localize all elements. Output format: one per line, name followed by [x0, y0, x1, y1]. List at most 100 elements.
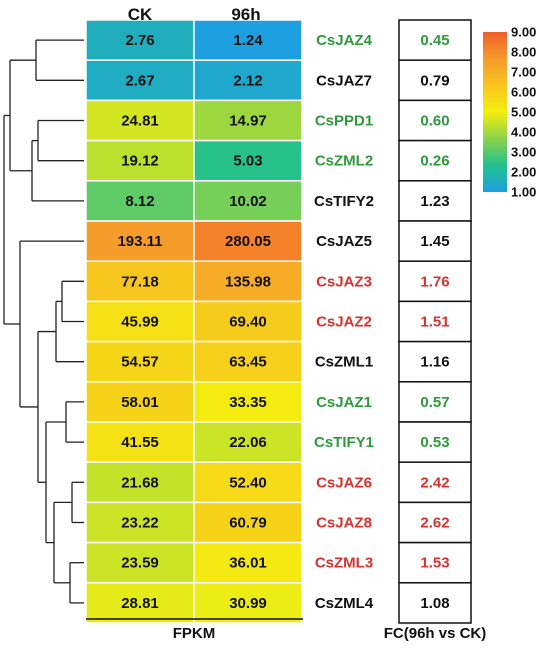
- gene-label: CsJAZ3: [316, 273, 372, 290]
- cell-value: 135.98: [225, 273, 271, 290]
- fold-change-value: 1.45: [420, 233, 449, 250]
- fold-change-cell: [398, 582, 472, 624]
- heatmap-cell: [85, 421, 195, 463]
- gene-label: CsZML1: [315, 354, 373, 371]
- cell-value: 1.24: [233, 32, 263, 49]
- cell-value: 2.12: [233, 72, 262, 89]
- cell-value: 45.99: [121, 314, 159, 331]
- cell-value: 23.59: [121, 555, 159, 572]
- heatmap-cell: [85, 139, 195, 182]
- heatmap-cell: [85, 260, 195, 303]
- heatmap-cell: [85, 180, 195, 222]
- cell-value: 30.99: [229, 595, 267, 612]
- gene-label: CsJAZ5: [316, 233, 372, 250]
- heatmap-cell: [193, 381, 303, 423]
- fold-change-cell: [398, 300, 472, 343]
- color-scale-tick-label: 4.00: [511, 125, 536, 140]
- cell-value: 8.12: [125, 193, 154, 210]
- heatmap-cell: [193, 582, 303, 624]
- heatmap-cells: 2.76 1.24 2.67 2.12 24.81 14.97 19.12 5.03 8.12 1…: [85, 19, 303, 624]
- heatmap-cell: [85, 340, 195, 383]
- heatmap-cell: [193, 139, 303, 182]
- cell-value: 24.81: [121, 113, 159, 130]
- heatmap-cell: [85, 300, 195, 343]
- gene-label: CsTIFY2: [314, 193, 374, 210]
- cell-value: 58.01: [121, 394, 159, 411]
- fold-change-value: 1.16: [420, 354, 449, 371]
- color-scale-tick-label: 8.00: [511, 45, 536, 60]
- heatmap-cell: [193, 59, 303, 102]
- cell-value: 54.57: [121, 354, 159, 371]
- fold-change-value: 0.53: [420, 434, 449, 451]
- gene-label: CsZML3: [315, 555, 373, 572]
- gene-label: CsZML4: [315, 595, 374, 612]
- color-scale-tick-label: 2.00: [511, 165, 536, 180]
- fold-change-value: 1.53: [420, 555, 449, 572]
- fold-change-cell: [398, 220, 472, 262]
- gene-label: CsTIFY1: [314, 434, 374, 451]
- cell-value: 10.02: [229, 193, 267, 210]
- cell-value: 19.12: [121, 153, 159, 170]
- heatmap-cell: [193, 300, 303, 343]
- cell-value: 60.79: [229, 515, 267, 532]
- fold-change-column: 0.45 0.79 0.60 0.26 1.23 1.45 1.76 1.51 1.16 0.57…: [398, 19, 472, 624]
- gene-label: CsPPD1: [315, 113, 373, 130]
- cell-value: 36.01: [229, 555, 267, 572]
- gene-label: CsJAZ2: [316, 314, 372, 331]
- cell-value: 2.76: [125, 32, 154, 49]
- gene-labels: CsJAZ4 CsJAZ7 CsPPD1 CsZML2 CsTIFY2 CsJAZ5 CsJ…: [314, 32, 374, 612]
- color-scale-tick-label: 1.00: [511, 185, 536, 200]
- cell-value: 5.03: [233, 153, 262, 170]
- cell-value: 77.18: [121, 273, 159, 290]
- fold-change-value: 0.26: [420, 153, 449, 170]
- gene-label: CsJAZ7: [316, 72, 372, 89]
- color-scale-tick-label: 7.00: [511, 65, 536, 80]
- heatmap-cell: [193, 180, 303, 222]
- cell-value: 28.81: [121, 595, 159, 612]
- column-header-96h: 96h: [231, 5, 260, 24]
- fold-change-value: 1.76: [420, 273, 449, 290]
- heatmap-cell: [85, 19, 195, 61]
- fold-change-value: 1.08: [420, 595, 449, 612]
- heatmap-cell: [193, 99, 303, 142]
- fold-change-value: 2.42: [420, 474, 449, 491]
- x-axis-label: FPKM: [173, 625, 216, 642]
- cell-value: 2.67: [125, 72, 154, 89]
- color-scale-tick-label: 3.00: [511, 145, 536, 160]
- heatmap-cell: [193, 260, 303, 303]
- fold-change-value: 1.23: [420, 193, 449, 210]
- cell-value: 41.55: [121, 434, 159, 451]
- cell-value: 33.35: [229, 394, 267, 411]
- color-scale-bar: [483, 32, 507, 192]
- fold-change-cell: [398, 501, 472, 544]
- column-header-ck: CK: [128, 5, 153, 24]
- color-scale-tick-label: 9.00: [511, 25, 536, 40]
- fold-change-value: 1.51: [420, 314, 449, 331]
- fold-change-cell: [398, 260, 472, 303]
- cell-value: 280.05: [225, 233, 271, 250]
- fold-change-cell: [398, 19, 472, 61]
- fc-axis-label: FC(96h vs CK): [384, 625, 487, 642]
- column-headers: CK 96h: [128, 5, 261, 24]
- cell-value: 193.11: [117, 233, 162, 250]
- gene-label: CsZML2: [315, 153, 373, 170]
- heatmap-cell: [85, 59, 195, 102]
- cell-value: 21.68: [121, 474, 159, 491]
- heatmap-cell: [193, 421, 303, 463]
- fold-change-value: 0.79: [420, 72, 449, 89]
- fold-change-value: 0.45: [420, 32, 449, 49]
- fold-change-value: 2.62: [420, 515, 449, 532]
- cell-value: 69.40: [229, 314, 267, 331]
- gene-label: CsJAZ6: [316, 474, 372, 491]
- cell-value: 63.45: [229, 354, 267, 371]
- color-scale-tick-label: 6.00: [511, 85, 536, 100]
- fold-change-cell: [398, 59, 472, 102]
- gene-label: CsJAZ4: [316, 32, 373, 49]
- cell-value: 52.40: [229, 474, 267, 491]
- color-scale-legend: 1.00 2.00 3.00 4.00 5.00 6.00 7.00 8.00 9.00: [483, 25, 536, 200]
- heatmap-cell: [193, 220, 303, 262]
- color-scale-tick-label: 5.00: [511, 105, 536, 120]
- fold-change-cell: [398, 381, 472, 423]
- fold-change-value: 0.57: [420, 394, 449, 411]
